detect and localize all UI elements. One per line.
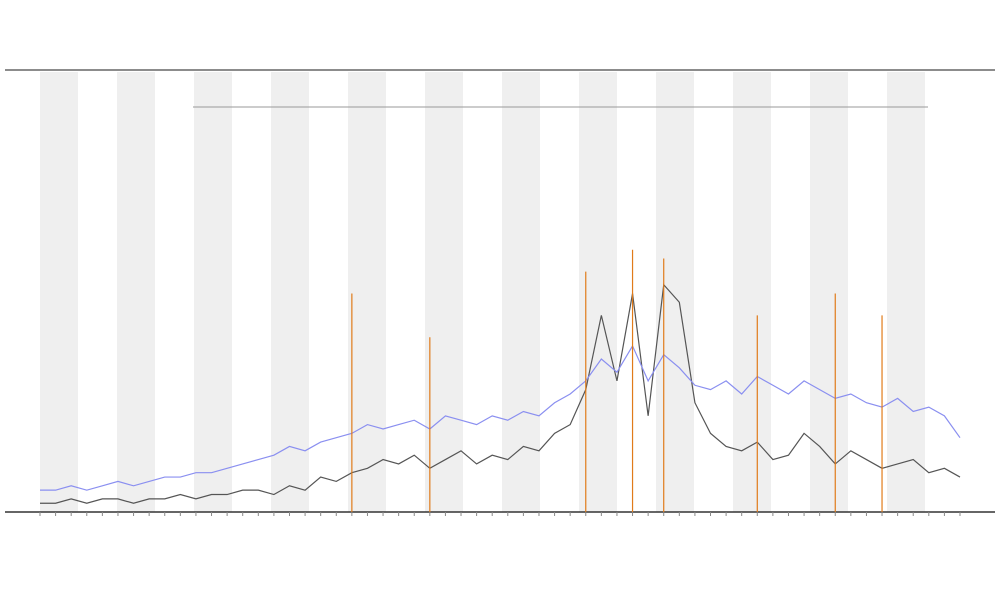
band: [887, 72, 925, 512]
series-line: [40, 344, 961, 491]
band: [40, 72, 78, 512]
band: [117, 72, 155, 512]
band: [502, 72, 540, 512]
band: [271, 72, 309, 512]
band: [579, 72, 617, 512]
band: [810, 72, 848, 512]
band: [348, 72, 386, 512]
band: [194, 72, 232, 512]
series-line: [40, 283, 961, 504]
band: [656, 72, 694, 512]
band: [733, 72, 771, 512]
band: [425, 72, 463, 512]
